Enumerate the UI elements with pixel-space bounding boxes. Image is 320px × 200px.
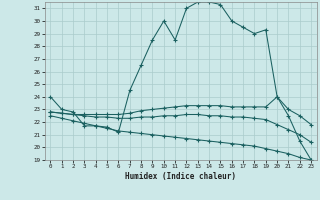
X-axis label: Humidex (Indice chaleur): Humidex (Indice chaleur) [125, 172, 236, 181]
